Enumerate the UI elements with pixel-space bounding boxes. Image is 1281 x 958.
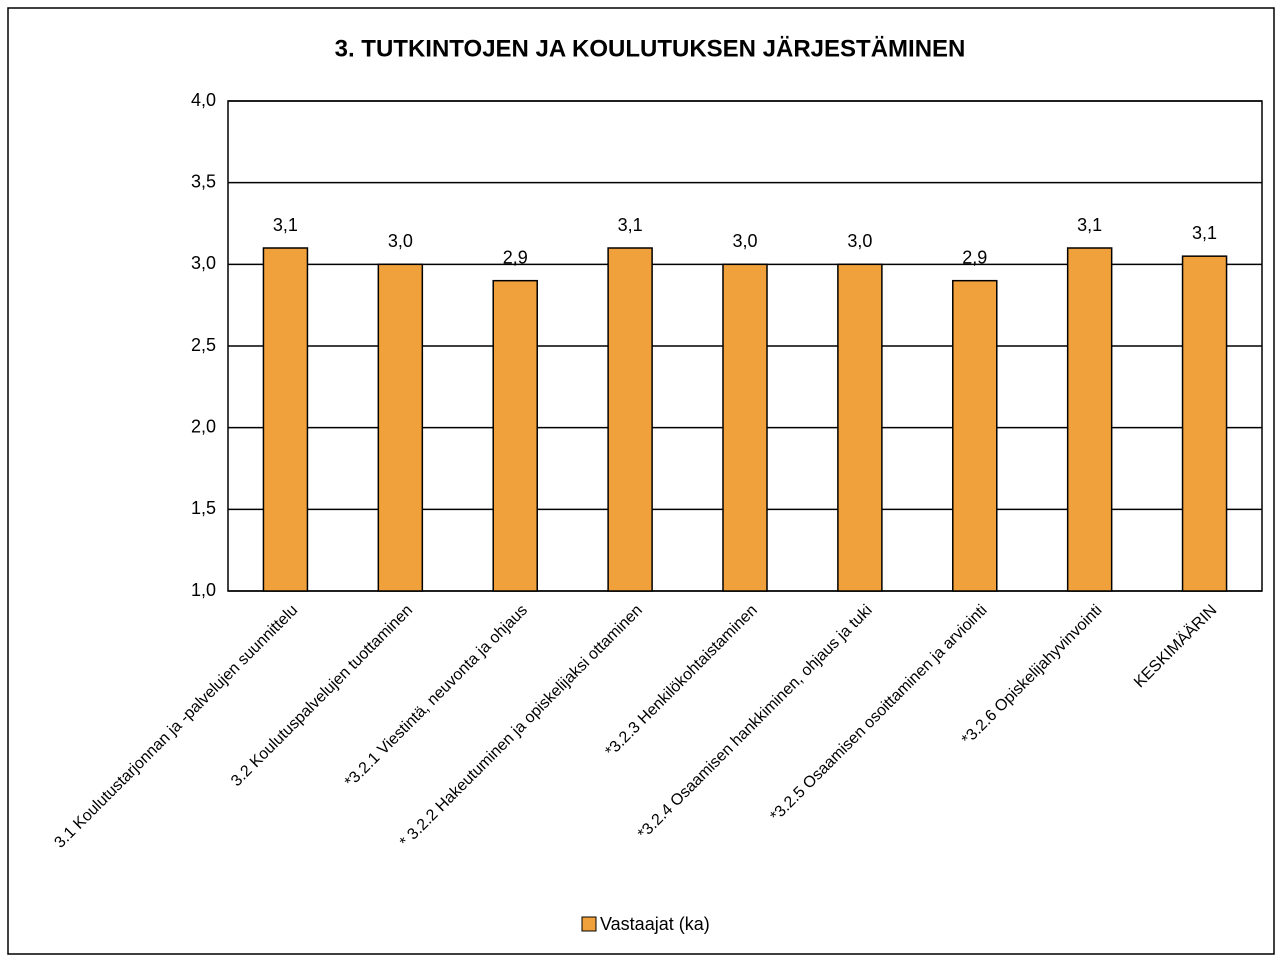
y-tick-label: 3,5 [191,171,216,191]
bar [952,279,998,592]
value-label: 3,0 [847,231,872,251]
value-label: 3,0 [388,231,413,251]
chart-title: 3. TUTKINTOJEN JA KOULUTUKSEN JÄRJESTÄMI… [335,35,966,62]
value-label: 2,9 [962,247,987,267]
legend-swatch [581,916,597,932]
bar [607,247,653,592]
y-tick-label: 3,0 [191,253,216,273]
value-label: 3,1 [273,215,298,235]
y-tick-label: 2,0 [191,416,216,436]
bar [262,247,309,592]
bar [1066,247,1113,592]
value-label: 3,1 [618,215,643,235]
y-tick-label: 4,0 [191,90,216,110]
value-label: 3,0 [732,231,757,251]
y-tick-label: 1,0 [191,580,216,600]
legend-label: Vastaajat (ka) [600,914,710,934]
y-tick-label: 2,5 [191,335,216,355]
y-tick-label: 1,5 [191,498,216,518]
bar [492,279,538,592]
bar [837,263,883,592]
bar [377,263,424,592]
bar [1181,255,1228,592]
value-label: 3,1 [1192,223,1217,243]
value-label: 3,1 [1077,215,1102,235]
value-label: 2,9 [503,247,528,267]
bar [722,263,768,592]
